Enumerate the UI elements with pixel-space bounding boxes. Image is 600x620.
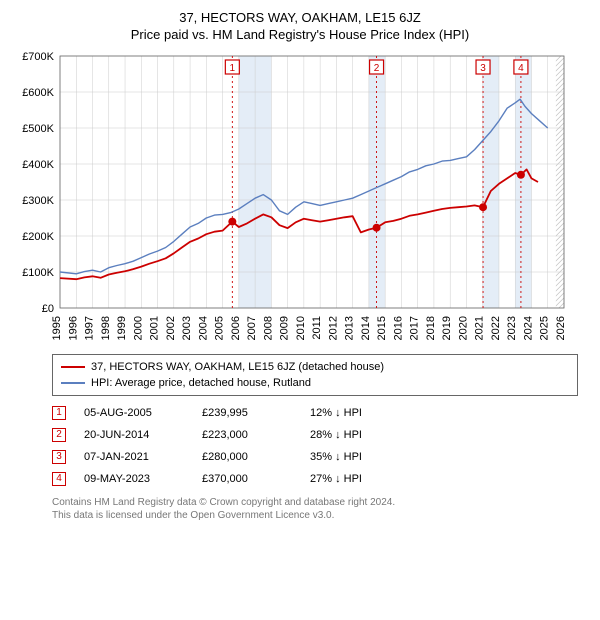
chart-area: £0 £100K £200K £300K £400K £500K £600K £700K 199… [16, 48, 588, 348]
transaction-date: 09-MAY-2023 [84, 468, 184, 490]
svg-text:2002: 2002 [165, 316, 177, 340]
svg-text:£100K: £100K [22, 267, 54, 279]
attribution-line2: This data is licensed under the Open Gov… [52, 509, 578, 522]
line-chart-svg: £0 £100K £200K £300K £400K £500K £600K £700K 199… [16, 48, 576, 348]
transaction-price: £223,000 [202, 424, 292, 446]
svg-text:2010: 2010 [295, 316, 307, 340]
transaction-marker: 4 [52, 472, 66, 486]
svg-text:£700K: £700K [22, 51, 54, 63]
transaction-date: 20-JUN-2014 [84, 424, 184, 446]
legend-swatch [61, 382, 85, 384]
attribution-text: Contains HM Land Registry data © Crown c… [52, 496, 578, 522]
svg-text:2001: 2001 [149, 316, 161, 340]
svg-text:2018: 2018 [425, 316, 437, 340]
transaction-marker: 2 [52, 428, 66, 442]
svg-text:2007: 2007 [246, 316, 258, 340]
chart-title: 37, HECTORS WAY, OAKHAM, LE15 6JZ [12, 10, 588, 25]
svg-text:£0: £0 [42, 303, 54, 315]
transaction-price: £280,000 [202, 446, 292, 468]
transaction-row: 4 09-MAY-2023 £370,000 27% ↓ HPI [52, 468, 578, 490]
svg-text:2000: 2000 [132, 316, 144, 340]
svg-text:1: 1 [230, 63, 236, 74]
attribution-line1: Contains HM Land Registry data © Crown c… [52, 496, 578, 509]
svg-text:2024: 2024 [522, 316, 534, 340]
transaction-price: £370,000 [202, 468, 292, 490]
svg-text:2013: 2013 [344, 316, 356, 340]
svg-text:2008: 2008 [262, 316, 274, 340]
svg-text:2009: 2009 [279, 316, 291, 340]
svg-text:£200K: £200K [22, 231, 54, 243]
svg-text:3: 3 [480, 63, 486, 74]
transaction-row: 1 05-AUG-2005 £239,995 12% ↓ HPI [52, 402, 578, 424]
transaction-row: 3 07-JAN-2021 £280,000 35% ↓ HPI [52, 446, 578, 468]
svg-text:2016: 2016 [392, 316, 404, 340]
svg-text:1999: 1999 [116, 316, 128, 340]
legend-row: 37, HECTORS WAY, OAKHAM, LE15 6JZ (detac… [61, 359, 569, 375]
svg-text:2003: 2003 [181, 316, 193, 340]
svg-text:2019: 2019 [441, 316, 453, 340]
transaction-diff: 28% ↓ HPI [310, 424, 420, 446]
svg-text:£300K: £300K [22, 195, 54, 207]
legend-swatch [61, 366, 85, 368]
svg-text:2: 2 [374, 63, 380, 74]
svg-text:2014: 2014 [360, 316, 372, 340]
svg-text:1996: 1996 [67, 316, 79, 340]
transaction-row: 2 20-JUN-2014 £223,000 28% ↓ HPI [52, 424, 578, 446]
svg-text:2011: 2011 [311, 316, 323, 340]
transaction-price: £239,995 [202, 402, 292, 424]
svg-text:2020: 2020 [457, 316, 469, 340]
svg-text:2004: 2004 [197, 316, 209, 340]
svg-text:2022: 2022 [490, 316, 502, 340]
legend-label: HPI: Average price, detached house, Rutl… [91, 375, 311, 391]
svg-text:2017: 2017 [409, 316, 421, 340]
svg-text:2006: 2006 [230, 316, 242, 340]
legend-row: HPI: Average price, detached house, Rutl… [61, 375, 569, 391]
svg-text:2012: 2012 [327, 316, 339, 340]
svg-text:£500K: £500K [22, 123, 54, 135]
svg-text:2015: 2015 [376, 316, 388, 340]
transaction-diff: 12% ↓ HPI [310, 402, 420, 424]
legend-label: 37, HECTORS WAY, OAKHAM, LE15 6JZ (detac… [91, 359, 384, 375]
transaction-date: 07-JAN-2021 [84, 446, 184, 468]
transaction-marker: 1 [52, 406, 66, 420]
svg-text:1995: 1995 [51, 316, 63, 340]
transactions-table: 1 05-AUG-2005 £239,995 12% ↓ HPI 2 20-JUN-201… [52, 402, 578, 490]
transaction-diff: 35% ↓ HPI [310, 446, 420, 468]
svg-text:1998: 1998 [100, 316, 112, 340]
transaction-date: 05-AUG-2005 [84, 402, 184, 424]
transaction-marker: 3 [52, 450, 66, 464]
legend-box: 37, HECTORS WAY, OAKHAM, LE15 6JZ (detac… [52, 354, 578, 396]
svg-text:£400K: £400K [22, 159, 54, 171]
svg-text:2005: 2005 [214, 316, 226, 340]
svg-text:2026: 2026 [555, 316, 567, 340]
svg-text:4: 4 [518, 63, 524, 74]
svg-text:2023: 2023 [506, 316, 518, 340]
transaction-diff: 27% ↓ HPI [310, 468, 420, 490]
svg-text:2021: 2021 [474, 316, 486, 340]
svg-text:£600K: £600K [22, 87, 54, 99]
chart-subtitle: Price paid vs. HM Land Registry's House … [12, 27, 588, 42]
svg-text:1997: 1997 [84, 316, 96, 340]
svg-text:2025: 2025 [539, 316, 551, 340]
